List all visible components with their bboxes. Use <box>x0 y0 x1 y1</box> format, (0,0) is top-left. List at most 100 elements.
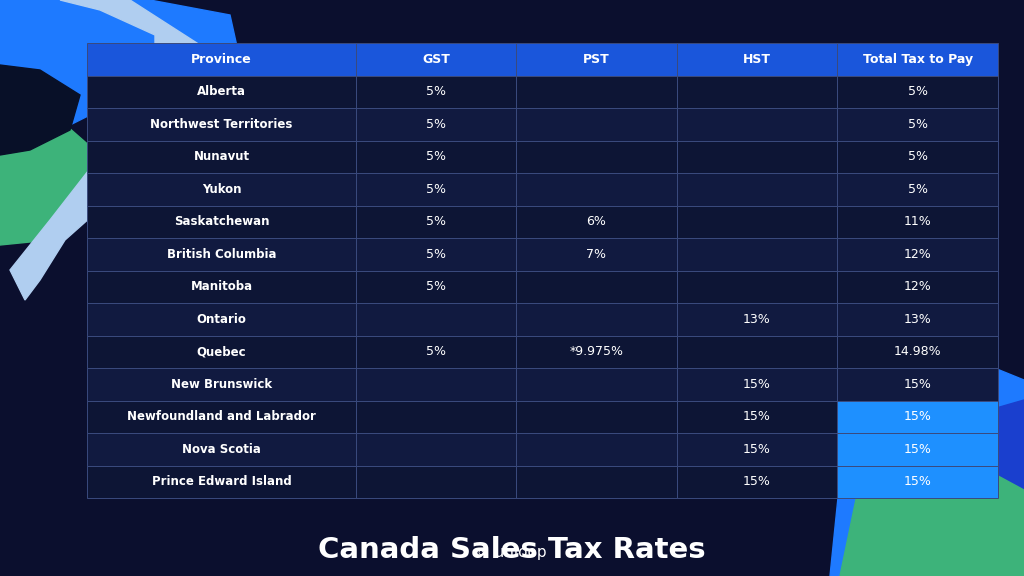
Text: Province: Province <box>191 53 252 66</box>
Bar <box>356 206 516 238</box>
Bar <box>87 43 356 75</box>
Bar <box>516 173 677 206</box>
Text: 14.98%: 14.98% <box>894 346 941 358</box>
Bar <box>356 303 516 336</box>
Bar <box>87 433 356 466</box>
Bar <box>837 238 998 271</box>
Bar <box>87 173 356 206</box>
Text: 15%: 15% <box>904 476 932 488</box>
Text: 5%: 5% <box>907 118 928 131</box>
Text: PST: PST <box>583 53 610 66</box>
Bar <box>677 43 837 75</box>
Bar <box>516 336 677 368</box>
Bar <box>837 303 998 336</box>
Text: 5%: 5% <box>426 248 446 261</box>
Text: Ontario: Ontario <box>197 313 247 326</box>
Bar <box>87 206 356 238</box>
Text: 12%: 12% <box>904 281 932 293</box>
Text: 15%: 15% <box>904 378 932 391</box>
Text: Yukon: Yukon <box>202 183 242 196</box>
Bar <box>677 238 837 271</box>
Bar <box>87 108 356 141</box>
Text: 11%: 11% <box>904 215 932 229</box>
Text: Northwest Territories: Northwest Territories <box>151 118 293 131</box>
Text: 6%: 6% <box>587 215 606 229</box>
Text: Alberta: Alberta <box>197 85 246 98</box>
Bar <box>837 75 998 108</box>
Text: New Brunswick: New Brunswick <box>171 378 272 391</box>
Bar <box>356 466 516 498</box>
Bar <box>677 401 837 433</box>
Bar <box>677 368 837 401</box>
Text: Total Tax to Pay: Total Tax to Pay <box>862 53 973 66</box>
Bar <box>516 75 677 108</box>
Text: Prince Edward Island: Prince Edward Island <box>152 476 292 488</box>
Polygon shape <box>920 400 1024 520</box>
Bar <box>677 173 837 206</box>
Text: 15%: 15% <box>904 411 932 423</box>
Bar <box>516 108 677 141</box>
Bar <box>837 206 998 238</box>
Bar <box>87 75 356 108</box>
Text: 12%: 12% <box>904 248 932 261</box>
Bar <box>677 75 837 108</box>
Text: 5%: 5% <box>426 346 446 358</box>
Bar <box>356 108 516 141</box>
Polygon shape <box>0 65 80 155</box>
Bar <box>356 141 516 173</box>
Bar <box>837 108 998 141</box>
Text: 5%: 5% <box>426 215 446 229</box>
Bar <box>356 336 516 368</box>
Bar <box>677 206 837 238</box>
Bar <box>516 206 677 238</box>
Bar <box>356 43 516 75</box>
Text: 5%: 5% <box>907 183 928 196</box>
Text: 5%: 5% <box>426 281 446 293</box>
Text: 13%: 13% <box>743 313 771 326</box>
Text: 15%: 15% <box>743 411 771 423</box>
Bar <box>677 303 837 336</box>
Bar <box>516 238 677 271</box>
Bar <box>87 238 356 271</box>
Bar <box>356 401 516 433</box>
Bar <box>87 271 356 303</box>
Text: Nova Scotia: Nova Scotia <box>182 443 261 456</box>
Bar <box>837 336 998 368</box>
Bar <box>837 466 998 498</box>
Text: 15%: 15% <box>743 378 771 391</box>
Bar <box>356 173 516 206</box>
Polygon shape <box>10 0 200 300</box>
Text: Nunavut: Nunavut <box>194 150 250 164</box>
Bar <box>356 238 516 271</box>
Text: Quebec: Quebec <box>197 346 247 358</box>
Bar <box>356 271 516 303</box>
Bar <box>516 271 677 303</box>
Bar <box>837 401 998 433</box>
Bar <box>516 466 677 498</box>
Polygon shape <box>830 350 1024 576</box>
Bar <box>677 108 837 141</box>
Bar <box>87 336 356 368</box>
Bar <box>837 173 998 206</box>
Bar <box>516 401 677 433</box>
Bar <box>87 368 356 401</box>
Text: 5%: 5% <box>426 183 446 196</box>
Text: 5%: 5% <box>907 150 928 164</box>
Bar <box>356 75 516 108</box>
Text: Saskatchewan: Saskatchewan <box>174 215 269 229</box>
Bar <box>837 141 998 173</box>
Bar <box>677 271 837 303</box>
Text: 13%: 13% <box>904 313 932 326</box>
Bar <box>356 433 516 466</box>
Text: Newfoundland and Labrador: Newfoundland and Labrador <box>127 411 315 423</box>
Bar <box>516 368 677 401</box>
Text: 15%: 15% <box>743 443 771 456</box>
Text: Manitoba: Manitoba <box>190 281 253 293</box>
Text: *9.975%: *9.975% <box>569 346 624 358</box>
Bar <box>87 466 356 498</box>
Text: 5%: 5% <box>907 85 928 98</box>
Text: 5%: 5% <box>426 85 446 98</box>
Text: ∞ unloop: ∞ unloop <box>477 545 547 560</box>
Text: 15%: 15% <box>743 476 771 488</box>
Bar <box>677 466 837 498</box>
